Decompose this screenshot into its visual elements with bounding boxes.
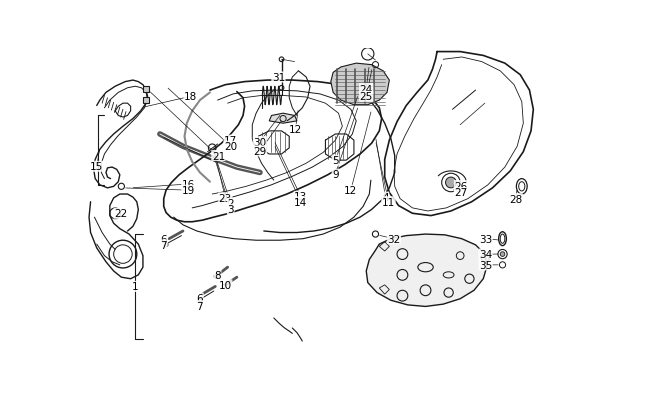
Text: 7: 7 (196, 301, 203, 311)
Text: 17: 17 (224, 136, 237, 146)
Text: 31: 31 (272, 73, 285, 83)
FancyBboxPatch shape (143, 98, 149, 104)
Text: 1: 1 (132, 282, 138, 292)
Text: 3: 3 (227, 205, 234, 215)
Text: 7: 7 (161, 240, 167, 250)
Text: 34: 34 (479, 249, 492, 260)
Text: 35: 35 (479, 260, 492, 270)
Text: 21: 21 (212, 151, 225, 161)
Text: 15: 15 (90, 162, 103, 172)
Text: 27: 27 (454, 188, 467, 198)
Text: 18: 18 (184, 92, 198, 102)
Polygon shape (366, 234, 487, 307)
Text: 20: 20 (224, 142, 237, 152)
Text: 29: 29 (254, 147, 266, 156)
Text: 2: 2 (227, 199, 234, 209)
Text: 9: 9 (332, 170, 339, 179)
Text: 6: 6 (161, 234, 167, 244)
Polygon shape (269, 114, 297, 124)
Text: 19: 19 (182, 186, 195, 196)
Text: 30: 30 (254, 137, 266, 147)
Text: 14: 14 (294, 197, 307, 207)
Text: 8: 8 (214, 270, 221, 280)
Text: 32: 32 (387, 234, 400, 244)
Polygon shape (331, 64, 389, 105)
Text: 13: 13 (294, 192, 307, 202)
Text: 24: 24 (359, 84, 373, 94)
Circle shape (445, 178, 456, 188)
Text: 6: 6 (196, 293, 203, 303)
Text: 12: 12 (289, 125, 302, 135)
FancyBboxPatch shape (143, 87, 149, 93)
Circle shape (500, 252, 505, 257)
Text: 16: 16 (182, 179, 195, 190)
Text: 22: 22 (114, 209, 127, 219)
Text: 5: 5 (332, 156, 339, 166)
Text: 10: 10 (219, 280, 232, 290)
Text: 4: 4 (382, 193, 389, 202)
Text: 23: 23 (218, 194, 232, 203)
Text: 28: 28 (509, 194, 522, 204)
Text: 25: 25 (359, 92, 373, 102)
Text: 33: 33 (479, 234, 492, 244)
Text: 11: 11 (382, 197, 395, 207)
Text: 26: 26 (454, 181, 467, 191)
Text: 12: 12 (344, 186, 358, 196)
